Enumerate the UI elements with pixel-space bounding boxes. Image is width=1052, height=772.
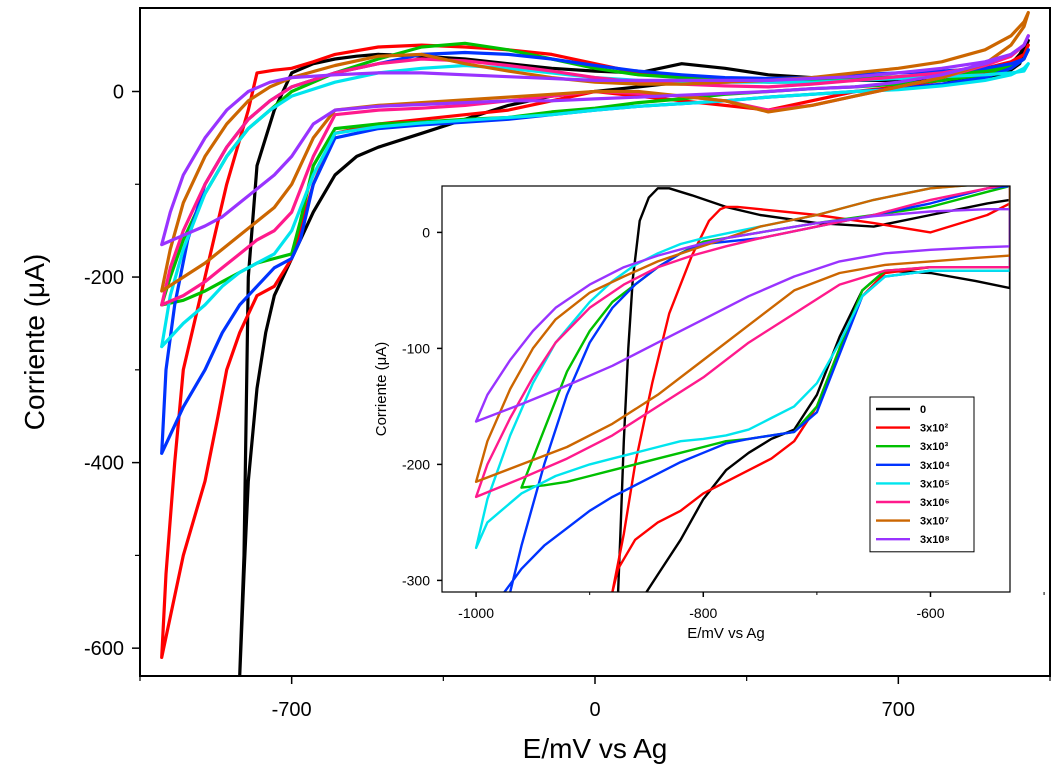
legend-label: 0 (920, 404, 926, 416)
legend-label: 3x10⁶ (920, 497, 950, 509)
main-y-tick-label: -200 (84, 267, 124, 289)
legend-label: 3x10³ (920, 441, 948, 453)
main-x-tick-label: 700 (882, 699, 915, 721)
legend-label: 3x10² (920, 423, 948, 435)
inset-y-tick-label: -300 (402, 572, 430, 588)
inset-x-tick-label: -1000 (458, 605, 494, 621)
main-x-tick-label: 0 (589, 699, 600, 721)
inset-x-axis-title: E/mV vs Ag (687, 625, 765, 642)
legend-label: 3x10⁵ (920, 478, 950, 490)
legend-box (870, 397, 974, 552)
inset-x-tick-label: -800 (689, 605, 717, 621)
main-x-axis-title: E/mV vs Ag (523, 733, 668, 764)
legend: 0 3x10² 3x10³ 3x10⁴ 3x10⁵ 3x10⁶ 3x10⁷ 3x10⁸ (870, 397, 974, 552)
inset-y-tick-label: 0 (422, 224, 430, 240)
main-x-tick-label: -700 (272, 699, 312, 721)
main-y-axis-title: Corriente (μA) (19, 254, 50, 430)
main-y-tick-label: -400 (84, 453, 124, 475)
legend-label: 3x10⁷ (920, 516, 949, 528)
main-y-tick-label: -600 (84, 638, 124, 660)
inset-y-tick-label: -100 (402, 340, 430, 356)
legend-label: 3x10⁸ (920, 534, 950, 546)
legend-label: 3x10⁴ (920, 460, 950, 472)
inset-y-axis-title: Corriente (μA) (373, 342, 390, 437)
inset-y-tick-label: -200 (402, 456, 430, 472)
main-y-tick-label: 0 (113, 82, 124, 104)
inset-panel: -1000 -800 -600 0 -100 -200 -300 E/mV vs Ag Corr… (373, 184, 1044, 642)
inset-x-tick-label: -600 (916, 605, 944, 621)
